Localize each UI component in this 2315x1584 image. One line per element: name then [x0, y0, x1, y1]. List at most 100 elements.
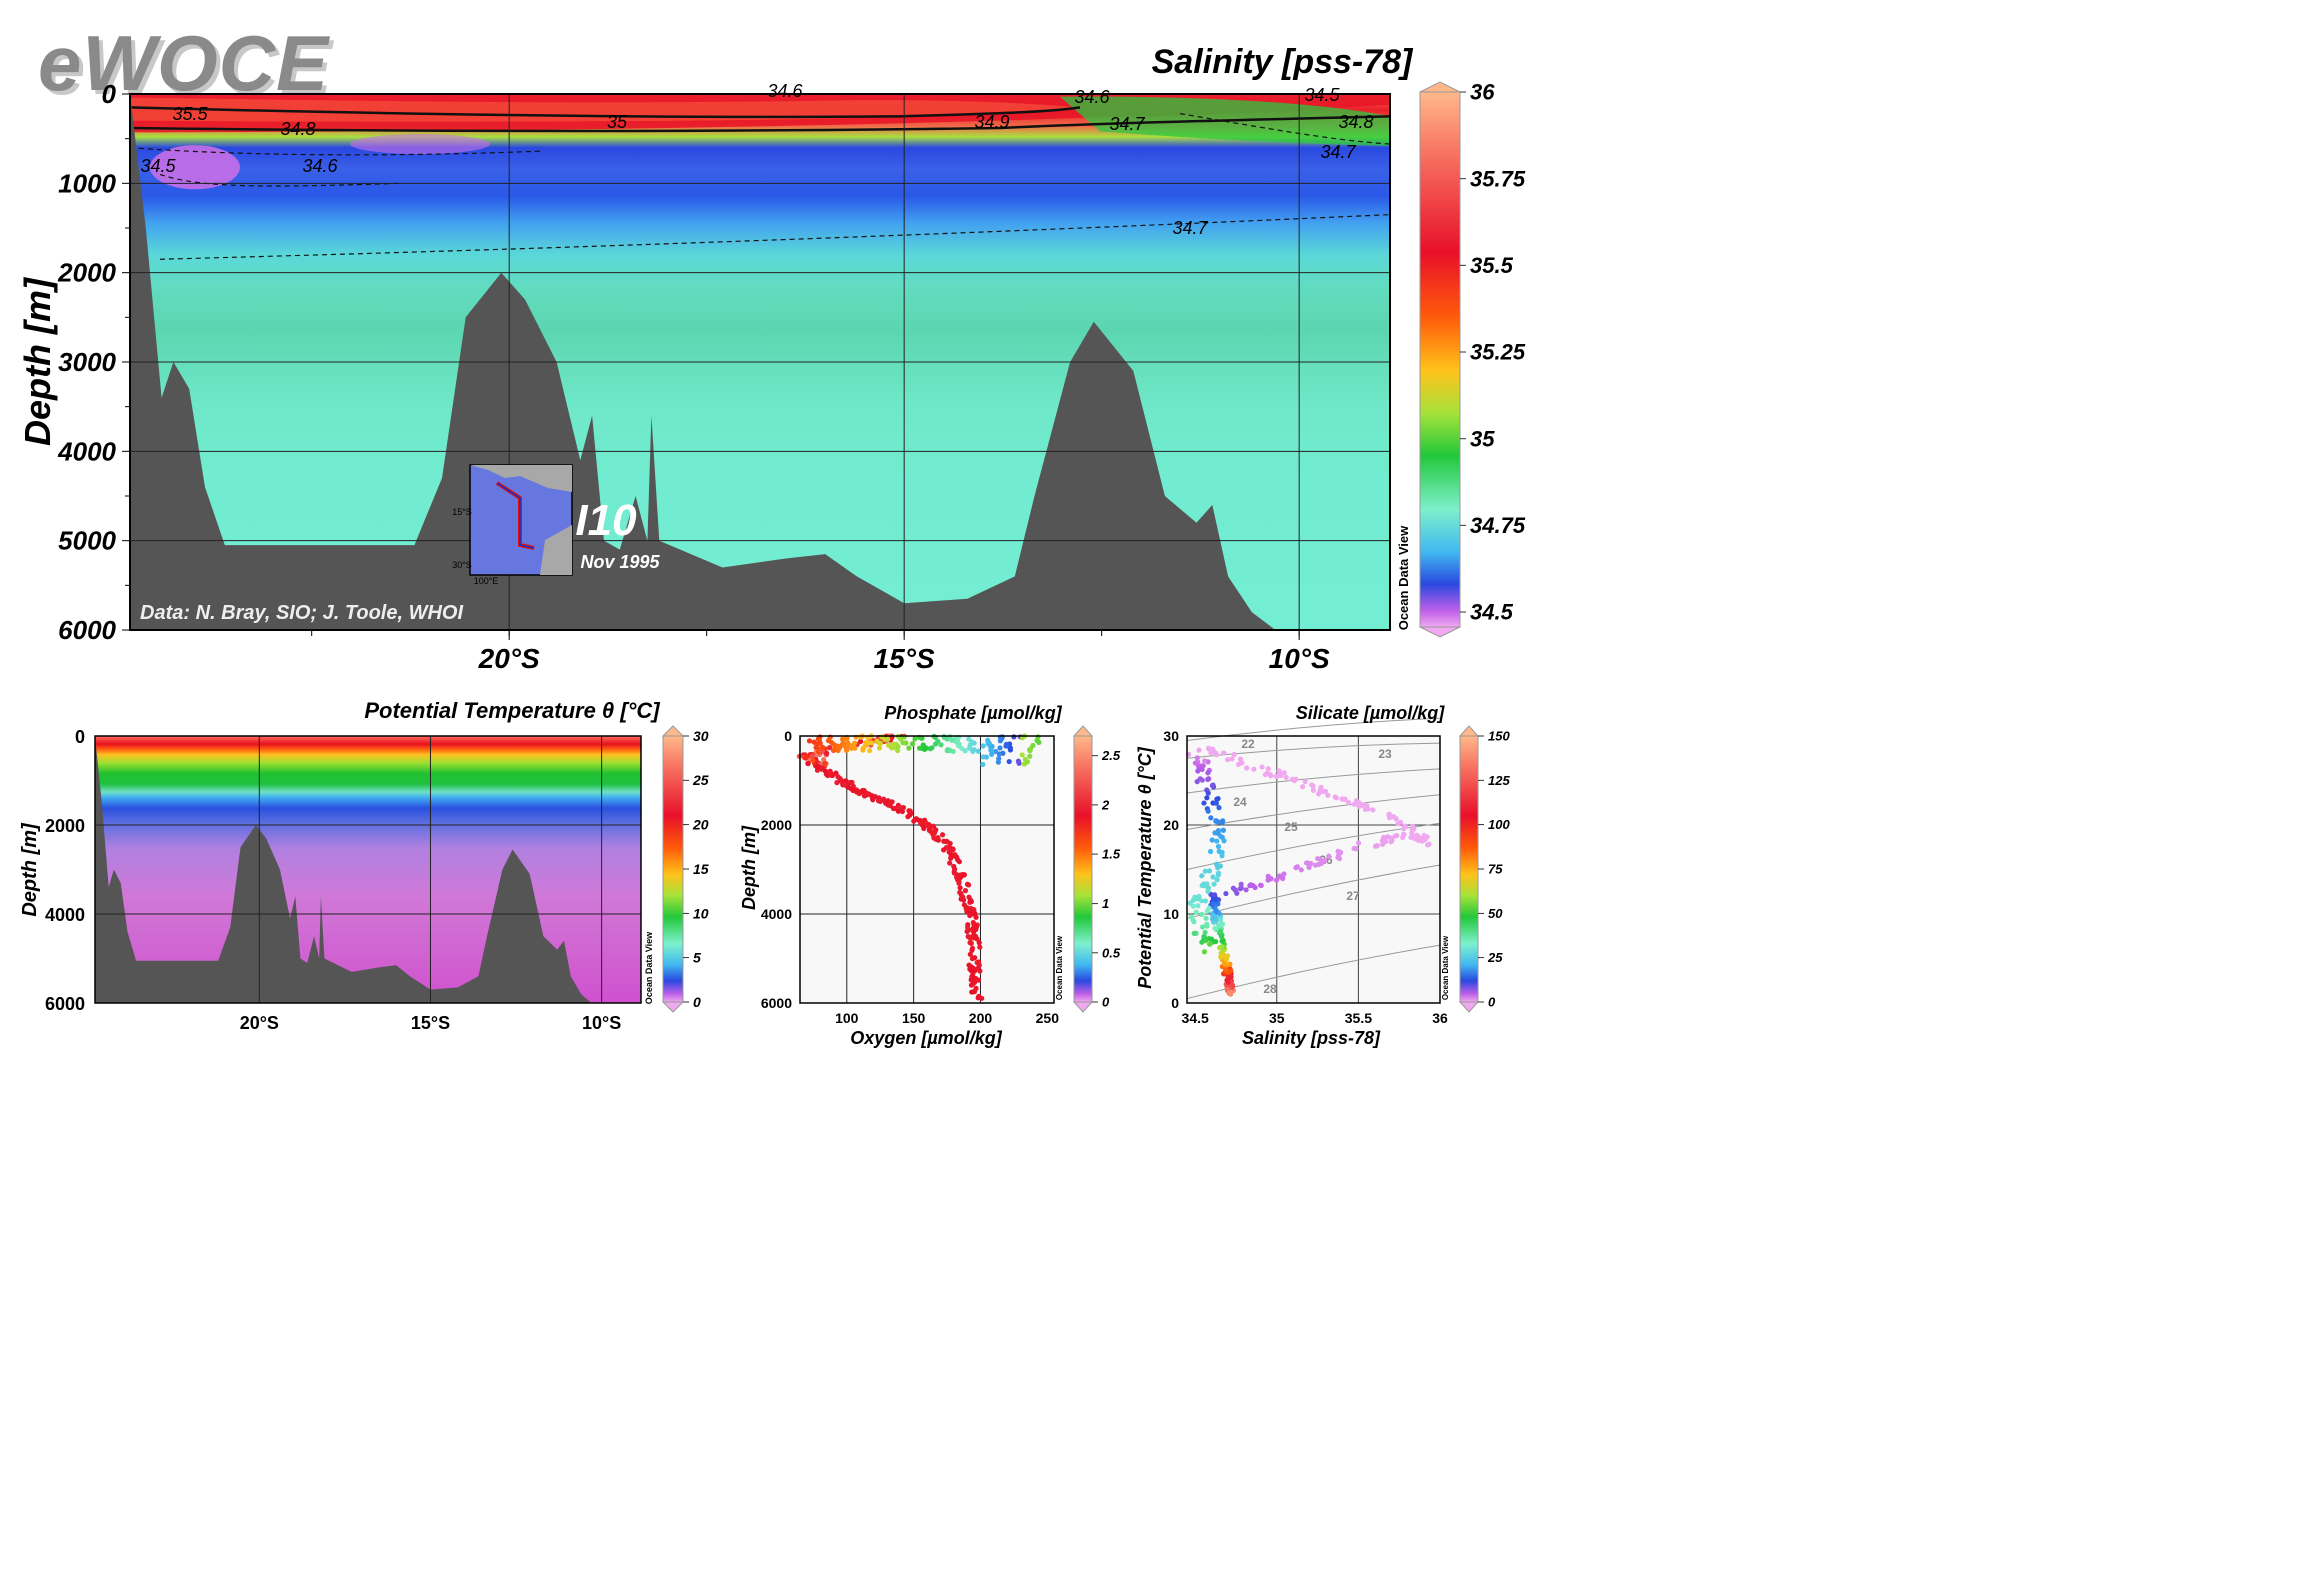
data-point	[957, 885, 963, 891]
salinity-contour	[159, 173, 401, 187]
colorbar-tick-label: 25	[1487, 950, 1503, 965]
ts-xlabel: Salinity [pss-78]	[1242, 1028, 1381, 1048]
contour-label: 35	[607, 112, 628, 132]
data-point	[1221, 838, 1227, 844]
data-point	[979, 995, 985, 1001]
data-point	[843, 747, 850, 754]
x-tick-label: 150	[902, 1010, 926, 1026]
data-point	[810, 757, 816, 763]
data-point	[972, 910, 978, 917]
data-point	[922, 746, 928, 753]
isopycnal-label: 24	[1233, 795, 1247, 809]
data-point	[906, 745, 912, 751]
colorbar-caption: Ocean Data View	[1055, 935, 1064, 1000]
data-point	[818, 766, 825, 772]
data-point	[840, 740, 846, 746]
y-tick-label: 2000	[57, 258, 116, 288]
data-point	[806, 738, 813, 744]
y-tick-label: 2000	[45, 816, 85, 836]
data-point	[1007, 747, 1014, 753]
data-point	[1356, 840, 1362, 846]
isopycnal-line	[1186, 864, 1441, 919]
contour-label: 34.7	[1320, 142, 1356, 162]
y-tick-label: 20	[1163, 817, 1179, 833]
plot-frame	[94, 735, 642, 1004]
contour-label: 34.8	[1338, 112, 1373, 132]
salinity-colorbar: 36 35.75 35.5 35.25 35 34.75 34.5 Ocean Data Vi…	[1396, 80, 1526, 638]
y-tick-label: 0	[784, 728, 792, 744]
salinity-contour	[129, 106, 1081, 119]
colorbar-tick-label: 30	[693, 728, 709, 744]
colorbar-tick-label: 0	[1102, 995, 1110, 1010]
data-point	[1024, 759, 1030, 765]
data-point	[822, 768, 829, 774]
data-point	[1006, 758, 1012, 765]
colorbar-ramp	[1073, 735, 1093, 1003]
data-point	[1210, 900, 1217, 907]
data-point	[1219, 953, 1225, 960]
data-point	[967, 912, 973, 919]
colorbar-ramp	[662, 735, 684, 1003]
data-point	[967, 899, 973, 905]
data-point	[1224, 977, 1230, 983]
data-point	[866, 748, 873, 754]
data-point	[909, 741, 916, 747]
colorbar-tick-label: 2	[1101, 797, 1110, 812]
data-point	[900, 740, 906, 746]
data-point	[1205, 745, 1212, 751]
data-point	[1212, 896, 1218, 902]
data-point	[1016, 760, 1022, 766]
data-point	[1214, 796, 1220, 802]
data-point	[950, 846, 956, 853]
x-tick-label: 200	[969, 1010, 993, 1026]
data-point	[1027, 748, 1033, 754]
data-point	[1264, 770, 1270, 776]
colorbar-tick-label: 0	[1488, 995, 1496, 1010]
data-point	[1274, 774, 1280, 780]
data-point	[815, 736, 821, 742]
colorbar-tick-label: 0	[693, 994, 701, 1010]
data-point	[1401, 823, 1408, 829]
data-point	[1243, 887, 1249, 893]
data-point	[962, 748, 968, 754]
data-point	[1374, 843, 1380, 849]
salinity-bathymetry	[130, 94, 1390, 630]
data-point	[838, 778, 845, 784]
contour-label: 34.5	[140, 156, 176, 176]
data-point	[900, 804, 907, 811]
data-point	[1213, 818, 1219, 824]
y-tick-label: 1000	[58, 168, 116, 198]
phosphate-plot: 0 2000 4000 6000 100 150 200 250 Phosphate [µmol…	[739, 703, 1063, 1048]
data-point	[842, 781, 848, 787]
data-point	[1193, 909, 1199, 915]
data-point	[1207, 848, 1214, 855]
y-tick-label: 0	[75, 727, 85, 747]
data-point	[1209, 783, 1216, 789]
inset-lon-label: 100°E	[474, 576, 499, 586]
data-point	[1219, 853, 1225, 859]
data-point	[1353, 846, 1359, 852]
data-point	[966, 962, 972, 968]
data-point	[1036, 739, 1042, 745]
colorbar-tick-label: 34.5	[1470, 600, 1514, 625]
data-point	[972, 955, 978, 961]
data-point	[1195, 768, 1201, 774]
phosphate-title: Phosphate [µmol/kg]	[884, 703, 1062, 723]
data-point	[1192, 760, 1198, 766]
salinity-contour	[129, 115, 1391, 133]
colorbar-tick-label: 1	[1102, 896, 1109, 911]
data-point	[950, 748, 956, 755]
data-point	[1202, 929, 1208, 936]
contour-label: 34.6	[767, 81, 803, 101]
x-tick-label: 15°S	[411, 1013, 450, 1033]
data-point	[895, 808, 901, 814]
y-tick-label: 6000	[58, 615, 116, 645]
plot-frame	[1186, 735, 1441, 1004]
data-point	[809, 753, 816, 759]
colorbar-top-arrow	[1419, 81, 1461, 93]
isopycnal-label: 27	[1346, 889, 1360, 903]
data-point	[965, 924, 971, 931]
data-point	[1216, 923, 1222, 929]
data-point	[1283, 774, 1289, 781]
